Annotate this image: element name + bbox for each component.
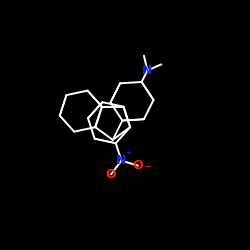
Text: N: N [142, 64, 152, 77]
Text: N: N [116, 154, 126, 167]
Text: +: + [125, 148, 132, 157]
Text: −: − [144, 162, 152, 172]
Text: O: O [132, 159, 143, 172]
Text: O: O [106, 168, 116, 181]
